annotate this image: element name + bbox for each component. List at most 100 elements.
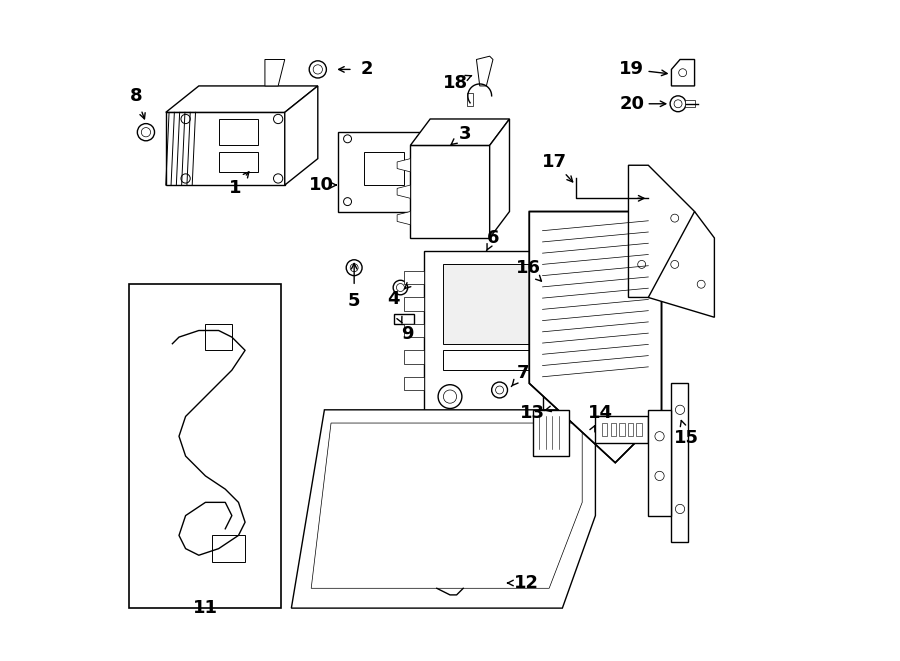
Circle shape	[181, 114, 190, 124]
Circle shape	[417, 198, 424, 206]
Polygon shape	[602, 423, 608, 436]
Polygon shape	[671, 59, 695, 86]
Text: 10: 10	[309, 176, 334, 194]
Circle shape	[344, 135, 352, 143]
Circle shape	[670, 96, 686, 112]
Circle shape	[698, 280, 705, 288]
Polygon shape	[619, 423, 625, 436]
Polygon shape	[219, 152, 258, 172]
Polygon shape	[648, 212, 715, 317]
Circle shape	[655, 432, 664, 441]
Circle shape	[181, 174, 190, 183]
Polygon shape	[529, 212, 662, 463]
Circle shape	[675, 504, 685, 514]
Text: 4: 4	[388, 290, 400, 308]
Circle shape	[346, 260, 362, 276]
Text: 7: 7	[517, 364, 529, 383]
Polygon shape	[284, 86, 318, 185]
Polygon shape	[444, 264, 529, 344]
Text: 1: 1	[229, 179, 241, 198]
Text: 2: 2	[361, 60, 374, 79]
Polygon shape	[404, 377, 424, 390]
Polygon shape	[364, 152, 404, 185]
Polygon shape	[397, 212, 410, 225]
Polygon shape	[543, 377, 562, 390]
Polygon shape	[543, 324, 562, 337]
Polygon shape	[130, 284, 282, 608]
Polygon shape	[212, 535, 245, 562]
Text: 19: 19	[619, 60, 644, 79]
Circle shape	[313, 65, 322, 74]
Text: 6: 6	[487, 229, 500, 247]
Text: 8: 8	[130, 87, 142, 105]
Text: 5: 5	[348, 292, 360, 310]
Polygon shape	[466, 93, 473, 106]
Text: 12: 12	[514, 574, 538, 592]
Text: 14: 14	[589, 404, 613, 422]
Polygon shape	[610, 423, 616, 436]
Circle shape	[638, 260, 645, 268]
Circle shape	[670, 214, 679, 222]
Text: 17: 17	[542, 153, 567, 171]
Circle shape	[141, 128, 150, 137]
Text: 3: 3	[459, 124, 472, 143]
Polygon shape	[628, 423, 633, 436]
Polygon shape	[404, 350, 424, 364]
Circle shape	[670, 260, 679, 268]
Polygon shape	[476, 56, 493, 86]
Polygon shape	[543, 271, 562, 284]
Text: 11: 11	[193, 599, 218, 617]
Polygon shape	[636, 423, 642, 436]
Polygon shape	[596, 416, 648, 443]
Polygon shape	[424, 251, 543, 423]
Polygon shape	[205, 324, 232, 350]
Polygon shape	[404, 297, 424, 311]
Circle shape	[397, 284, 404, 292]
Polygon shape	[338, 132, 430, 212]
Circle shape	[138, 124, 155, 141]
Polygon shape	[533, 410, 569, 456]
Polygon shape	[397, 159, 410, 172]
Polygon shape	[394, 314, 414, 324]
Text: 15: 15	[674, 428, 699, 447]
Polygon shape	[685, 100, 695, 107]
Polygon shape	[543, 350, 562, 364]
Circle shape	[350, 264, 358, 272]
Text: 9: 9	[400, 325, 413, 343]
Polygon shape	[166, 112, 284, 185]
Polygon shape	[292, 410, 596, 608]
Polygon shape	[410, 119, 509, 145]
Polygon shape	[404, 271, 424, 284]
Polygon shape	[397, 185, 410, 198]
Text: 16: 16	[516, 258, 541, 277]
Circle shape	[344, 198, 352, 206]
Circle shape	[417, 135, 424, 143]
Polygon shape	[311, 423, 582, 588]
Circle shape	[679, 69, 687, 77]
Circle shape	[438, 385, 462, 408]
Polygon shape	[410, 145, 490, 238]
Circle shape	[444, 390, 456, 403]
Text: 13: 13	[520, 404, 545, 422]
Circle shape	[310, 61, 327, 78]
Polygon shape	[543, 297, 562, 311]
Polygon shape	[444, 350, 529, 370]
Polygon shape	[265, 59, 284, 86]
Polygon shape	[628, 165, 695, 297]
Circle shape	[274, 114, 283, 124]
Circle shape	[675, 405, 685, 414]
Circle shape	[393, 280, 408, 295]
Polygon shape	[671, 383, 688, 542]
Text: 20: 20	[619, 95, 644, 113]
Polygon shape	[490, 119, 509, 238]
Polygon shape	[166, 86, 318, 112]
Polygon shape	[404, 324, 424, 337]
Circle shape	[491, 382, 508, 398]
Circle shape	[274, 174, 283, 183]
Circle shape	[674, 100, 682, 108]
Polygon shape	[648, 410, 671, 516]
Polygon shape	[219, 119, 258, 145]
Text: 18: 18	[443, 73, 468, 92]
Circle shape	[655, 471, 664, 481]
Circle shape	[496, 386, 503, 394]
